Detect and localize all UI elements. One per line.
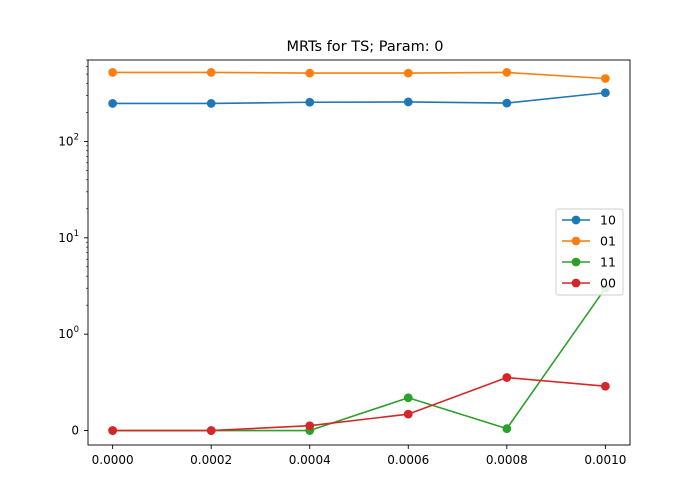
data-point-10-4 <box>502 98 512 108</box>
plot-area <box>88 60 630 445</box>
legend: 10 01 11 00 <box>555 208 624 296</box>
series-00 <box>108 373 610 435</box>
legend-item-11: 11 <box>562 255 616 270</box>
x-tick-label-4: 0.0008 <box>486 453 528 467</box>
legend-marker-11 <box>571 257 581 267</box>
legend-label-10: 10 <box>600 213 616 228</box>
legend-marker-00 <box>571 278 581 288</box>
chart-title: MRTs for TS; Param: 0 <box>287 39 444 55</box>
x-tick-label-1: 0.0002 <box>190 453 232 467</box>
legend-item-10: 10 <box>562 213 616 228</box>
axes-layer: 0.0000 0.0002 0.0004 0.0006 0.0008 0.00100100… <box>58 59 631 467</box>
data-point-10-1 <box>206 99 216 108</box>
data-point-10-5 <box>600 88 610 98</box>
data-point-00-2 <box>305 421 315 431</box>
data-point-00-5 <box>600 381 610 391</box>
data-point-00-1 <box>206 426 216 435</box>
series-10 <box>108 88 610 108</box>
data-point-01-2 <box>305 68 315 78</box>
data-point-01-3 <box>403 68 413 78</box>
data-point-01-0 <box>108 68 118 77</box>
data-point-01-5 <box>600 74 610 83</box>
data-point-01-1 <box>206 68 216 77</box>
data-point-10-3 <box>403 97 413 107</box>
data-point-11-3 <box>403 393 413 403</box>
series-line-01 <box>111 71 607 80</box>
x-tick-label-2: 0.0004 <box>289 453 331 467</box>
y-tick-label-3: 102 <box>58 132 79 148</box>
x-tick-label-0: 0.0000 <box>92 453 134 467</box>
y-tick-label-2: 101 <box>58 229 79 245</box>
legend-label-11: 11 <box>600 255 616 270</box>
legend-label-00: 00 <box>600 276 616 291</box>
legend-item-00: 00 <box>562 276 616 291</box>
y-tick-label-1: 100 <box>58 325 79 341</box>
y-tick-label-0: 0 <box>71 424 79 438</box>
legend-marker-01 <box>571 236 581 246</box>
data-point-10-2 <box>305 97 315 107</box>
x-tick-label-3: 0.0006 <box>387 453 429 467</box>
legend-marker-10 <box>571 215 581 225</box>
data-point-00-0 <box>108 426 118 435</box>
data-point-01-4 <box>502 68 512 77</box>
series-01 <box>108 68 610 83</box>
legend-box <box>555 208 624 296</box>
data-point-10-0 <box>108 99 118 108</box>
data-point-11-4 <box>502 424 512 434</box>
legend-item-01: 01 <box>562 234 616 249</box>
data-point-00-3 <box>403 409 413 419</box>
series-line-00 <box>111 376 607 432</box>
series-line-10 <box>111 91 607 105</box>
data-point-00-4 <box>502 373 512 382</box>
series-layer <box>108 68 610 435</box>
x-tick-label-5: 0.0010 <box>584 453 626 467</box>
legend-label-01: 01 <box>600 234 616 249</box>
